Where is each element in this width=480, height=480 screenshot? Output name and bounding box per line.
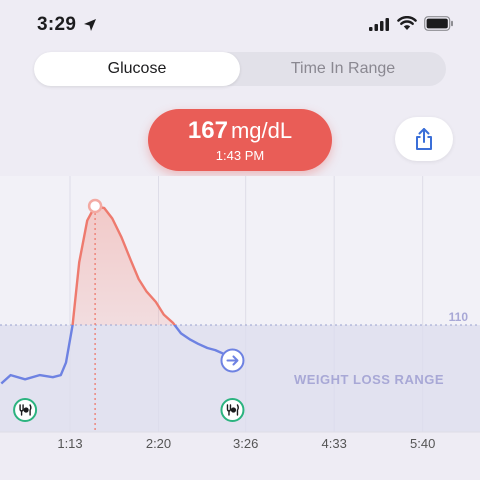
share-button[interactable] (395, 117, 453, 161)
current-point-marker[interactable] (220, 348, 245, 373)
glucose-line-in-range (0, 325, 234, 385)
x-tick-label: 5:40 (410, 436, 435, 451)
threshold-label: 110 (449, 310, 469, 324)
arrow-right-icon (226, 355, 239, 366)
meal-icon (226, 404, 239, 416)
cellular-signal-icon (369, 18, 389, 31)
reading-time: 1:43 PM (215, 148, 265, 163)
glucose-unit: mg/dL (230, 118, 293, 143)
peak-marker[interactable] (87, 198, 103, 214)
tab-glucose[interactable]: Glucose (34, 52, 240, 86)
status-bar: 3:29 (0, 0, 480, 48)
meal-marker[interactable] (13, 398, 38, 422)
above-range-area (1, 206, 233, 325)
glucose-chart: 110 WEIGHT LOSS RANGE 1:13 2:20 3:26 4:33 5:… (0, 176, 480, 451)
x-tick-label: 3:26 (233, 436, 258, 451)
battery-icon (424, 16, 453, 31)
x-tick-label: 2:20 (146, 436, 171, 451)
range-band-label: WEIGHT LOSS RANGE (294, 372, 444, 387)
glucose-value: 167 (187, 117, 228, 144)
status-time: 3:29 (37, 14, 77, 35)
x-tick-label: 4:33 (322, 436, 347, 451)
share-icon (416, 128, 432, 150)
x-tick-label: 1:13 (57, 436, 82, 451)
glucose-line-above-range (71, 204, 177, 325)
meal-icon (19, 404, 32, 416)
glucose-reading-pill: 167 mg/dL 1:43 PM (148, 109, 332, 171)
tab-time-in-range[interactable]: Time In Range (290, 60, 396, 77)
location-arrow-icon (84, 19, 96, 31)
wifi-icon (397, 16, 417, 30)
meal-marker[interactable] (220, 398, 245, 422)
view-segmented-control: Glucose Time In Range (34, 52, 446, 86)
